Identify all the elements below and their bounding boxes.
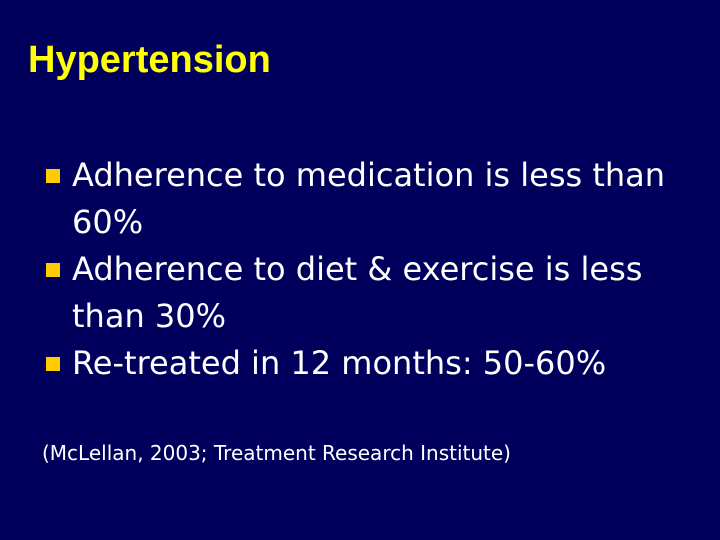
bullet-text: Adherence to medication is less than 60% xyxy=(72,156,666,241)
bullet-marker xyxy=(46,169,60,183)
bullet-item: Adherence to diet & exercise is less tha… xyxy=(44,246,684,340)
bullet-marker xyxy=(46,357,60,371)
slide-title: Hypertension xyxy=(28,39,271,81)
bullet-item: Adherence to medication is less than 60% xyxy=(44,152,684,246)
bullet-list: Adherence to medication is less than 60%… xyxy=(44,152,684,387)
bullet-marker xyxy=(46,263,60,277)
bullet-item: Re-treated in 12 months: 50-60% xyxy=(44,340,684,387)
bullet-text: Adherence to diet & exercise is less tha… xyxy=(72,250,643,335)
bullet-text: Re-treated in 12 months: 50-60% xyxy=(72,344,607,382)
citation: (McLellan, 2003; Treatment Research Inst… xyxy=(42,441,511,465)
